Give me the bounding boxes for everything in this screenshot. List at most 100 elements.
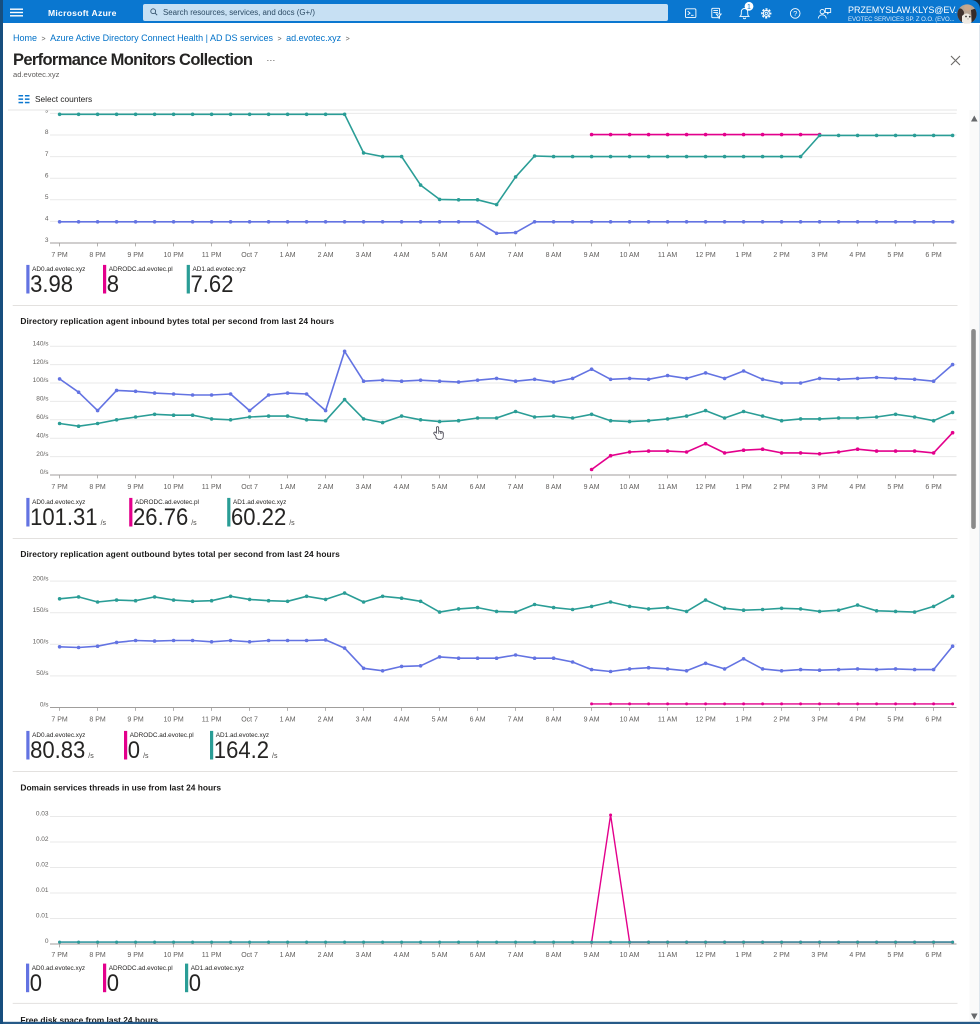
svg-text:12 PM: 12 PM xyxy=(695,484,715,491)
svg-text:/s: /s xyxy=(191,520,197,527)
svg-text:0: 0 xyxy=(30,969,42,996)
svg-text:8 AM: 8 AM xyxy=(546,716,562,723)
svg-text:Oct 7: Oct 7 xyxy=(241,716,258,723)
svg-text:120/s: 120/s xyxy=(33,359,50,366)
svg-text:80/s: 80/s xyxy=(36,396,49,403)
svg-text:11 PM: 11 PM xyxy=(202,252,222,259)
svg-text:4: 4 xyxy=(45,216,49,223)
svg-text:0/s: 0/s xyxy=(40,469,49,476)
svg-text:4 PM: 4 PM xyxy=(849,716,866,723)
svg-text:26.76: 26.76 xyxy=(133,503,188,530)
svg-text:12 PM: 12 PM xyxy=(695,716,715,723)
svg-text:1 AM: 1 AM xyxy=(280,484,296,491)
svg-text:1 AM: 1 AM xyxy=(280,252,296,259)
svg-text:11 AM: 11 AM xyxy=(658,952,677,959)
svg-text:4 PM: 4 PM xyxy=(849,252,866,259)
svg-text:9 AM: 9 AM xyxy=(584,952,600,959)
svg-text:/s: /s xyxy=(143,753,149,760)
svg-text:9: 9 xyxy=(45,108,49,115)
svg-text:1 PM: 1 PM xyxy=(735,952,752,959)
svg-text:6 PM: 6 PM xyxy=(925,952,942,959)
svg-text:80.83: 80.83 xyxy=(30,736,85,763)
svg-text:0.02: 0.02 xyxy=(36,862,49,869)
svg-text:AD1.ad.evotec.xyz: AD1.ad.evotec.xyz xyxy=(233,499,286,506)
svg-text:8: 8 xyxy=(45,129,49,136)
svg-text:7.62: 7.62 xyxy=(191,270,234,297)
svg-text:1 AM: 1 AM xyxy=(280,952,296,959)
svg-text:4 AM: 4 AM xyxy=(394,952,410,959)
svg-text:10 AM: 10 AM xyxy=(620,484,640,491)
svg-text:6 AM: 6 AM xyxy=(470,484,486,491)
svg-text:11 PM: 11 PM xyxy=(202,952,222,959)
svg-text:5 AM: 5 AM xyxy=(432,484,448,491)
svg-text:?: ? xyxy=(793,9,797,18)
svg-text:7 PM: 7 PM xyxy=(51,252,68,259)
svg-text:/s: /s xyxy=(88,753,94,760)
svg-text:AD1.ad.evotec.xyz: AD1.ad.evotec.xyz xyxy=(191,965,244,972)
svg-text:9 PM: 9 PM xyxy=(127,952,144,959)
svg-text:3 PM: 3 PM xyxy=(811,716,828,723)
svg-text:8 AM: 8 AM xyxy=(546,952,562,959)
svg-text:0: 0 xyxy=(107,969,119,996)
svg-text:3 PM: 3 PM xyxy=(811,252,828,259)
svg-text:7 AM: 7 AM xyxy=(508,252,524,259)
svg-text:AD0.ad.evotec.xyz: AD0.ad.evotec.xyz xyxy=(32,732,85,739)
svg-text:ADRODC.ad.evotec.pl: ADRODC.ad.evotec.pl xyxy=(109,266,173,273)
svg-text:1 PM: 1 PM xyxy=(735,484,752,491)
svg-text:8 PM: 8 PM xyxy=(89,952,106,959)
svg-text:/s: /s xyxy=(101,520,107,527)
svg-text:8 AM: 8 AM xyxy=(546,252,562,259)
svg-text:5 PM: 5 PM xyxy=(887,484,904,491)
svg-text:2 AM: 2 AM xyxy=(318,252,334,259)
svg-text:5: 5 xyxy=(45,194,49,201)
svg-text:11 AM: 11 AM xyxy=(658,716,677,723)
svg-text:2 PM: 2 PM xyxy=(773,716,790,723)
svg-text:4 PM: 4 PM xyxy=(849,484,866,491)
svg-text:5 AM: 5 AM xyxy=(432,952,448,959)
svg-text:2 AM: 2 AM xyxy=(318,952,334,959)
svg-text:AD0.ad.evotec.xyz: AD0.ad.evotec.xyz xyxy=(32,965,85,972)
svg-text:AD0.ad.evotec.xyz: AD0.ad.evotec.xyz xyxy=(32,266,85,273)
svg-text:7 PM: 7 PM xyxy=(51,716,68,723)
svg-text:10 PM: 10 PM xyxy=(163,952,183,959)
svg-text:0/s: 0/s xyxy=(40,702,49,709)
svg-text:9 PM: 9 PM xyxy=(127,484,144,491)
svg-text:7 AM: 7 AM xyxy=(508,716,524,723)
svg-text:3.98: 3.98 xyxy=(30,270,73,297)
svg-text:60.22: 60.22 xyxy=(231,503,286,530)
svg-text:5 PM: 5 PM xyxy=(887,952,904,959)
svg-text:5 PM: 5 PM xyxy=(887,252,904,259)
svg-text:9 AM: 9 AM xyxy=(584,716,600,723)
svg-text:10 AM: 10 AM xyxy=(620,252,640,259)
svg-text:9 PM: 9 PM xyxy=(127,252,144,259)
svg-text:12 PM: 12 PM xyxy=(695,252,715,259)
svg-text:11 PM: 11 PM xyxy=(202,484,222,491)
svg-text:5 AM: 5 AM xyxy=(432,252,448,259)
svg-text:3: 3 xyxy=(45,237,49,244)
svg-text:10 PM: 10 PM xyxy=(163,252,183,259)
svg-text:1 AM: 1 AM xyxy=(280,716,296,723)
svg-text:ADRODC.ad.evotec.pl: ADRODC.ad.evotec.pl xyxy=(109,965,173,972)
svg-text:6 AM: 6 AM xyxy=(470,252,486,259)
svg-text:3 AM: 3 AM xyxy=(356,716,372,723)
svg-text:Oct 7: Oct 7 xyxy=(241,252,258,259)
svg-text:8 AM: 8 AM xyxy=(546,484,562,491)
svg-text:140/s: 140/s xyxy=(33,340,50,347)
svg-text:4 AM: 4 AM xyxy=(394,716,410,723)
svg-text:5 AM: 5 AM xyxy=(432,716,448,723)
svg-text:0: 0 xyxy=(128,736,140,763)
svg-text:11 PM: 11 PM xyxy=(202,716,222,723)
svg-text:AD0.ad.evotec.xyz: AD0.ad.evotec.xyz xyxy=(32,499,85,506)
svg-text:7 AM: 7 AM xyxy=(508,484,524,491)
svg-text:10 AM: 10 AM xyxy=(620,952,640,959)
svg-text:7: 7 xyxy=(45,151,49,158)
svg-text:7 PM: 7 PM xyxy=(51,484,68,491)
svg-text:12 PM: 12 PM xyxy=(695,952,715,959)
svg-text:11 AM: 11 AM xyxy=(658,484,677,491)
svg-text:0.01: 0.01 xyxy=(36,913,49,920)
svg-text:0: 0 xyxy=(189,969,201,996)
svg-text:9 PM: 9 PM xyxy=(127,716,144,723)
svg-text:8 PM: 8 PM xyxy=(89,252,106,259)
svg-text:AD1.ad.evotec.xyz: AD1.ad.evotec.xyz xyxy=(216,732,269,739)
svg-text:10 PM: 10 PM xyxy=(163,484,183,491)
